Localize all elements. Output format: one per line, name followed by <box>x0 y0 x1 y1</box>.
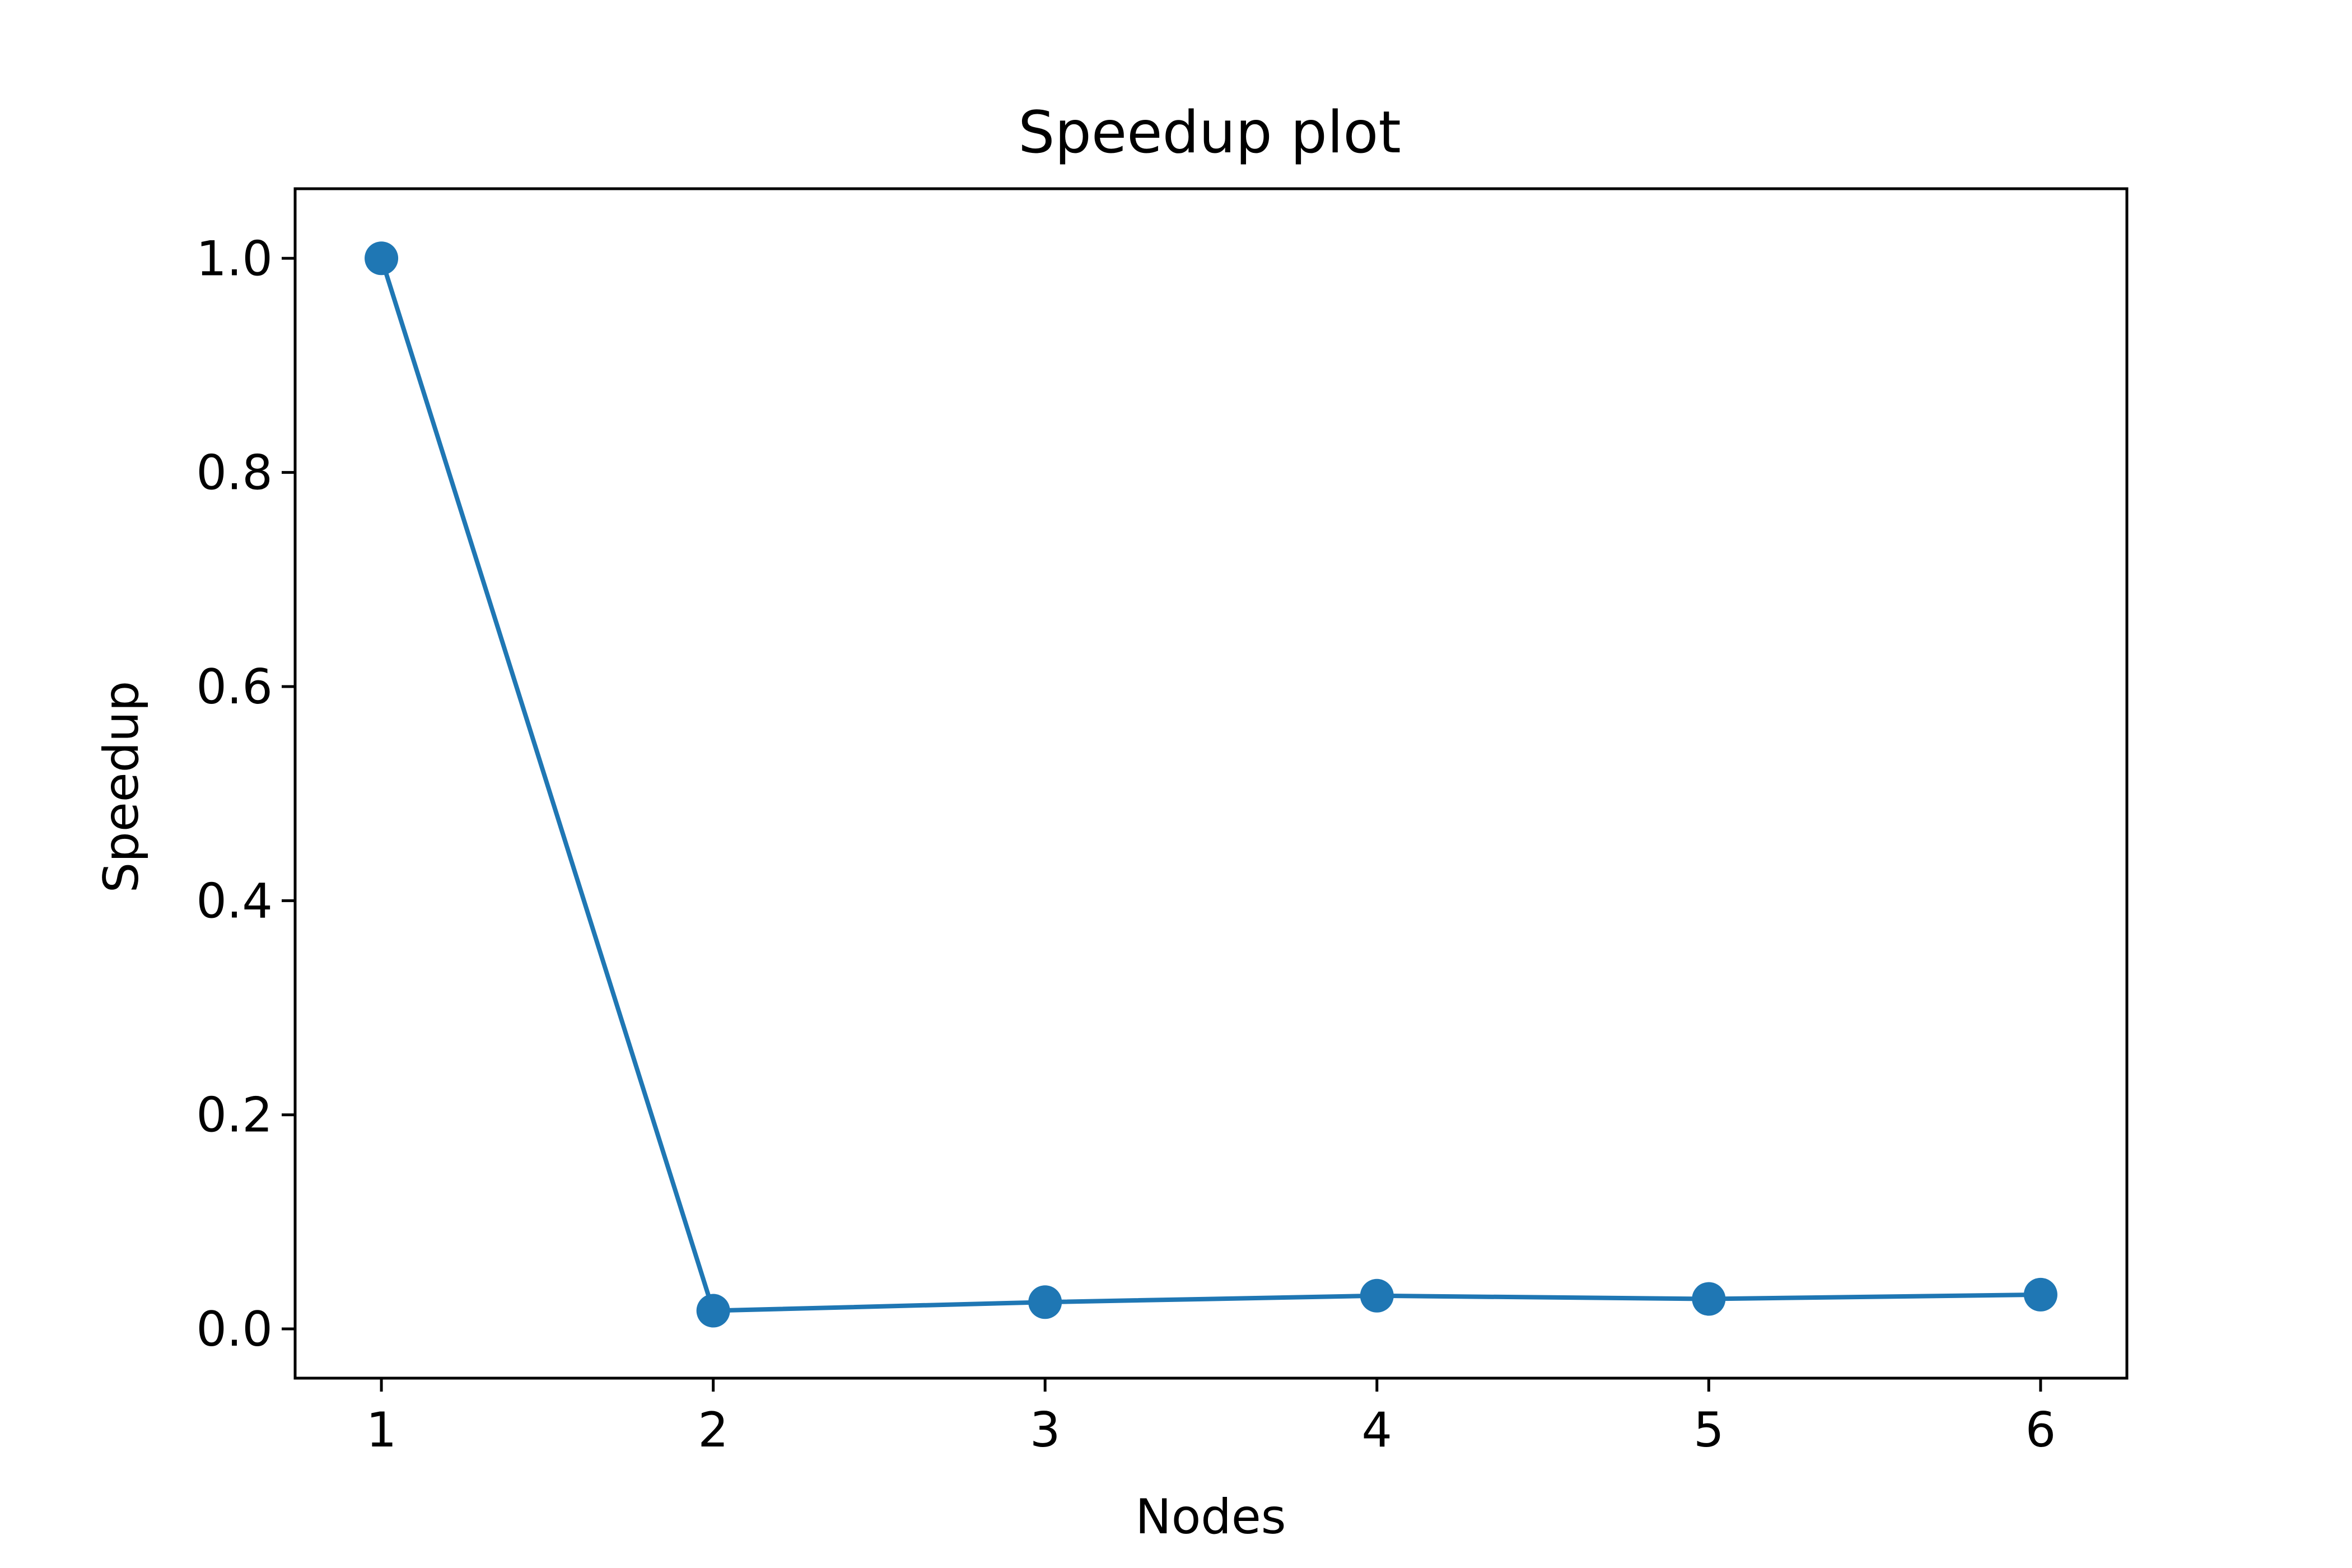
data-point <box>1360 1278 1394 1313</box>
x-tick-label: 6 <box>2026 1402 2056 1458</box>
plot-series-layer <box>365 241 2057 1328</box>
plot-area-frame <box>293 187 2129 1380</box>
y-tick-label: 0.6 <box>196 659 273 715</box>
data-point <box>1028 1285 1062 1319</box>
x-tick-label: 5 <box>1693 1402 1724 1458</box>
data-point <box>2023 1277 2057 1312</box>
y-tick-label: 1.0 <box>196 231 273 287</box>
y-tick-label: 0.2 <box>196 1088 273 1144</box>
x-tick-label: 4 <box>1361 1402 1392 1458</box>
y-axis-ticks: 0.0 0.2 0.4 0.6 0.8 1.0 <box>196 231 295 1357</box>
x-tick-label: 1 <box>366 1402 397 1458</box>
x-axis-label: Nodes <box>1135 1489 1286 1545</box>
chart-title: Speedup plot <box>1018 99 1401 166</box>
x-axis-ticks: 1 2 3 4 5 6 <box>366 1378 2056 1458</box>
y-axis-label: Speedup <box>94 681 150 893</box>
data-point <box>365 241 399 276</box>
series-line <box>379 258 2041 1313</box>
x-tick-label: 2 <box>698 1402 729 1458</box>
data-point <box>696 1294 730 1328</box>
x-tick-label: 3 <box>1030 1402 1061 1458</box>
y-tick-label: 0.0 <box>196 1301 273 1357</box>
data-point <box>1692 1282 1726 1316</box>
y-tick-label: 0.8 <box>196 445 273 501</box>
y-tick-label: 0.4 <box>196 873 273 929</box>
